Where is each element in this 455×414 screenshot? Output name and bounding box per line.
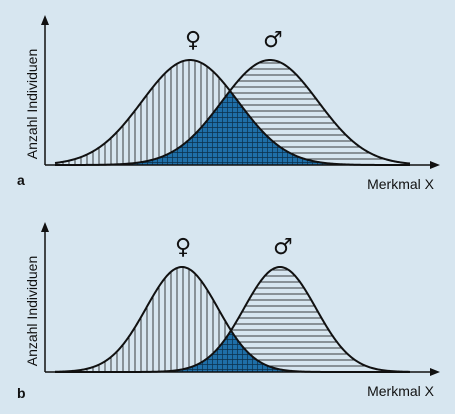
x-axis-label: Merkmal X <box>367 176 434 192</box>
x-axis-arrow <box>430 161 440 169</box>
plot-b <box>41 222 440 376</box>
male-symbol: ♂ <box>273 235 293 260</box>
overlap-area <box>55 90 410 165</box>
male-area <box>55 267 410 372</box>
overlap-area <box>55 330 410 372</box>
panel-b: Anzahl Individuen Merkmal X b ♀ ♂ <box>0 207 455 414</box>
y-axis-arrow <box>41 222 49 232</box>
y-axis-label: Anzahl Individuen <box>24 255 40 367</box>
female-symbol: ♀ <box>174 235 192 260</box>
x-axis-label: Merkmal X <box>367 383 434 399</box>
y-axis-arrow <box>41 15 49 25</box>
plot-a <box>41 15 440 169</box>
male-symbol: ♂ <box>263 28 283 53</box>
x-axis-arrow <box>430 368 440 376</box>
panel-a: Anzahl Individuen Merkmal X a ♀ ♂ <box>17 15 440 192</box>
y-axis-label: Anzahl Individuen <box>24 48 40 160</box>
female-symbol: ♀ <box>184 28 202 53</box>
panel-letter: a <box>17 172 25 188</box>
female-area <box>55 267 410 372</box>
panel-letter: b <box>17 385 26 401</box>
